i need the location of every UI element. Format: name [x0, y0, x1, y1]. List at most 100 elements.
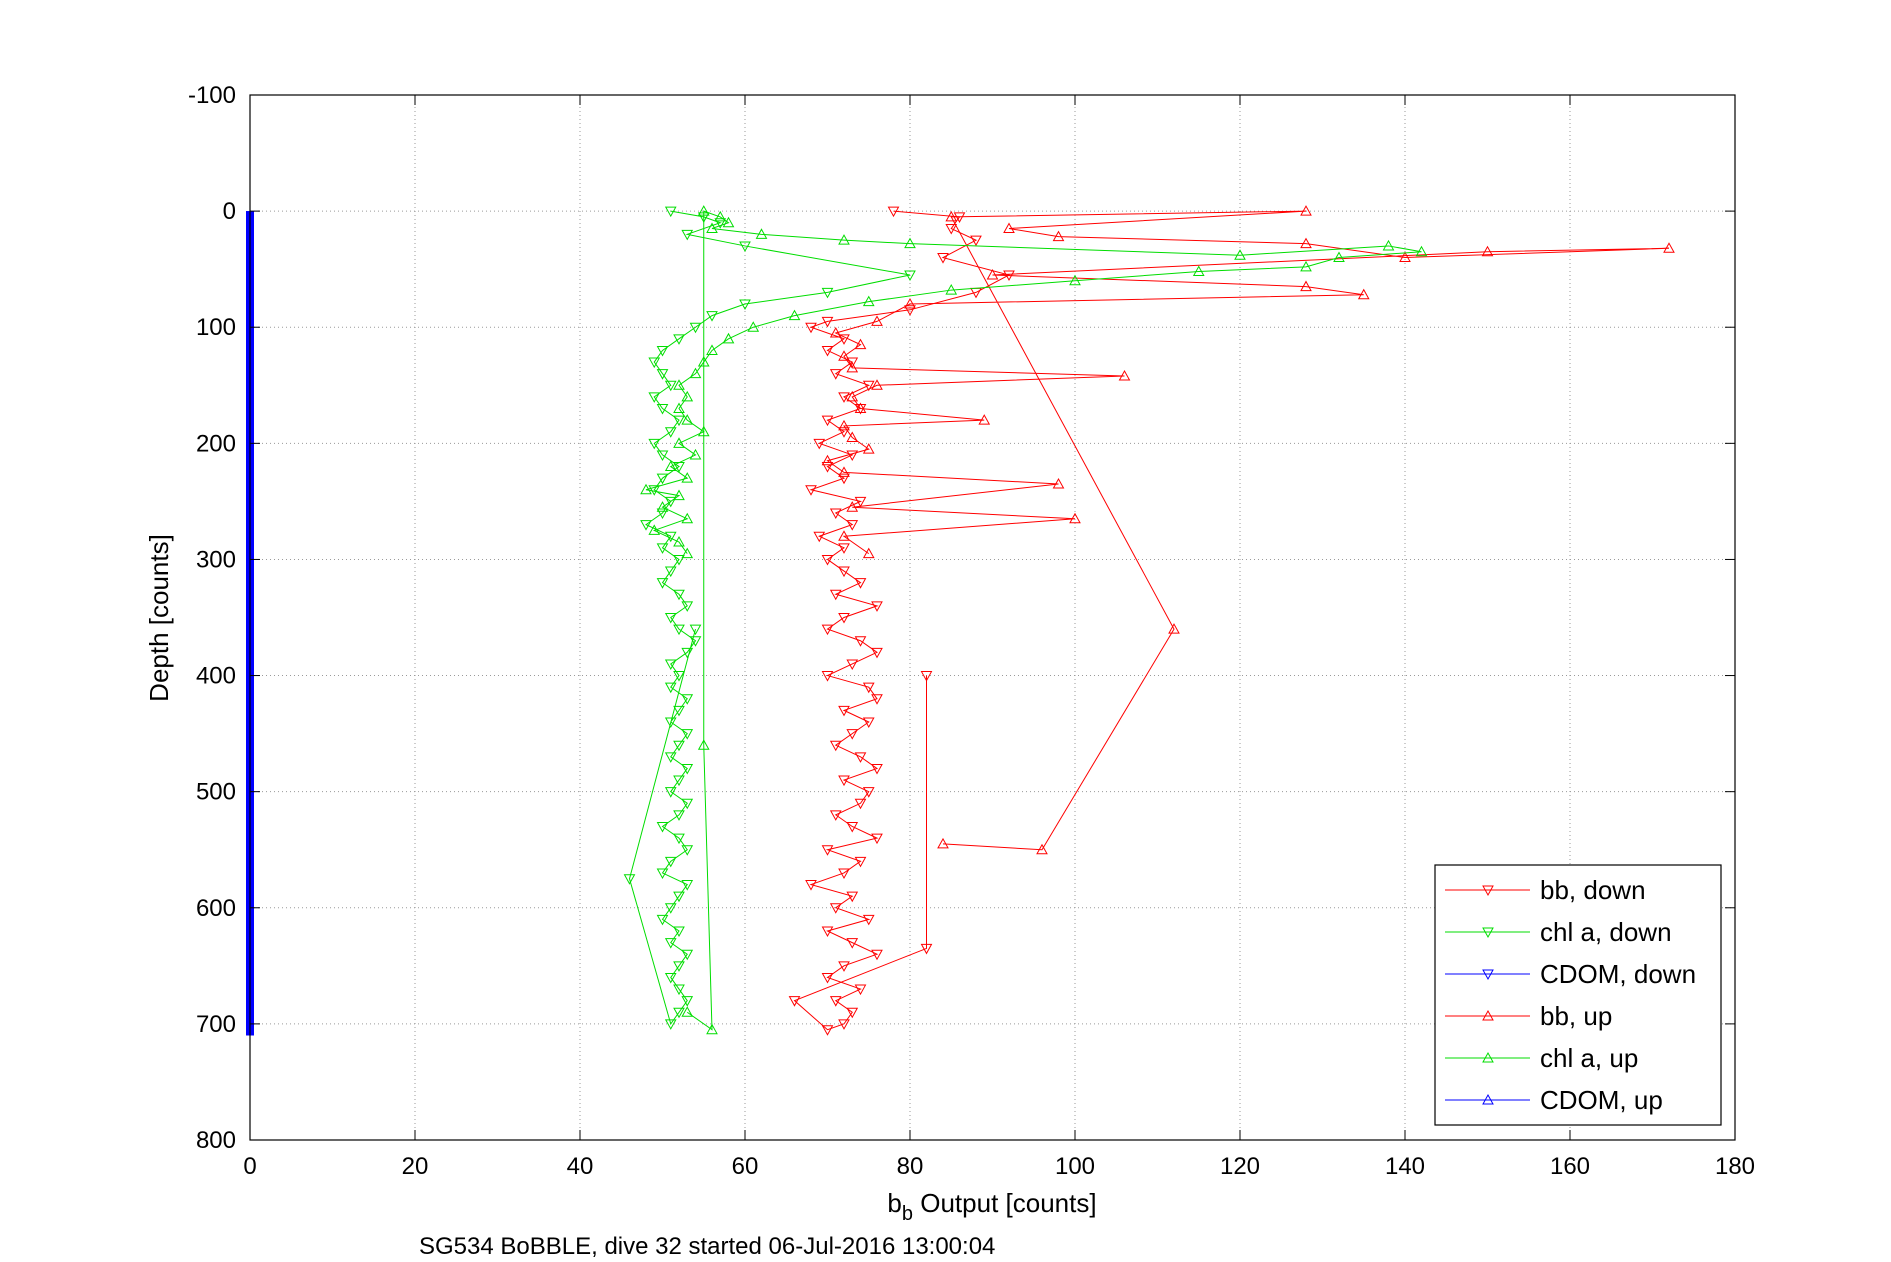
data-point [854, 402, 867, 413]
data-point [681, 547, 694, 559]
data-point [846, 822, 859, 833]
data-point [664, 903, 677, 914]
data-point [656, 345, 669, 357]
data-point [664, 787, 677, 798]
x-tick-label: 60 [732, 1153, 759, 1180]
data-point [838, 234, 850, 245]
legend-marker [1482, 969, 1494, 981]
data-point [706, 222, 718, 234]
data-point [755, 228, 768, 239]
data-point [656, 868, 669, 879]
data-point [689, 624, 702, 636]
data-point [838, 392, 850, 403]
data-point [689, 448, 702, 460]
data-point [854, 856, 867, 868]
data-point [656, 501, 669, 512]
data-point [862, 914, 875, 926]
data-point [978, 414, 991, 425]
data-point [1168, 623, 1180, 634]
data-point [714, 218, 727, 229]
data-point [673, 589, 685, 601]
data-point [623, 874, 636, 885]
data-point [904, 237, 916, 249]
legend-entry: bb, down [1540, 875, 1646, 905]
data-point [821, 316, 834, 328]
legend: bb, down chl a, down CDOM, down bb, up chl a… [1434, 864, 1722, 1126]
data-point [846, 729, 859, 740]
data-point [838, 705, 850, 717]
data-point [664, 496, 677, 508]
data-point [838, 961, 850, 972]
data-point [1481, 245, 1494, 257]
data-point [854, 496, 867, 508]
data-point [656, 473, 669, 485]
data-point [697, 739, 710, 750]
data-point [846, 659, 859, 670]
data-point [854, 338, 867, 350]
data-point [821, 345, 834, 357]
data-point [681, 763, 694, 775]
data-point [862, 717, 875, 729]
y-tick-label: 300 [196, 546, 236, 573]
data-point [673, 891, 685, 903]
data-point [689, 367, 702, 379]
data-point [846, 501, 859, 512]
data-point [904, 297, 916, 309]
data-point [648, 392, 661, 403]
data-point [673, 705, 685, 717]
data-point [673, 671, 685, 682]
data-point [664, 682, 677, 694]
data-point [838, 466, 850, 477]
data-point [1333, 251, 1345, 263]
x-tick-label: 80 [897, 1153, 924, 1180]
data-point [846, 520, 859, 531]
data-point [673, 775, 685, 787]
data-point [656, 404, 669, 415]
data-point [871, 315, 883, 326]
data-point [706, 1023, 718, 1035]
legend-box [1434, 864, 1722, 1126]
data-point [1052, 230, 1065, 242]
data-point [920, 943, 933, 955]
data-point [862, 443, 875, 454]
data-point [681, 694, 694, 705]
data-point [673, 334, 685, 345]
data-point [664, 972, 677, 984]
data-point [656, 508, 669, 520]
legend-marker [1482, 927, 1494, 939]
data-point [1036, 843, 1048, 855]
data-point [739, 241, 751, 252]
data-point [664, 613, 677, 624]
data-point [673, 810, 685, 821]
data-point [854, 636, 867, 647]
data-point [681, 390, 694, 402]
data-point [664, 380, 677, 392]
data-point [664, 206, 677, 218]
data-point [673, 961, 685, 972]
legend-marker [1482, 1093, 1494, 1105]
data-point [821, 287, 834, 299]
data-point [681, 845, 694, 856]
data-point [1300, 205, 1312, 216]
data-point [838, 543, 850, 554]
data-point [846, 450, 859, 461]
data-point [937, 253, 949, 264]
x-tick-label: 180 [1715, 1153, 1755, 1180]
series-line [826, 210, 1670, 851]
data-point [970, 235, 982, 247]
data-point [664, 752, 677, 763]
data-point [829, 740, 842, 752]
data-point [788, 309, 801, 321]
data-point [664, 1019, 677, 1030]
plot-frame [249, 94, 1736, 1141]
data-point [689, 636, 702, 647]
data-point [1052, 477, 1065, 489]
data-point [722, 332, 735, 344]
data-point [904, 305, 916, 316]
data-point [805, 485, 817, 496]
y-tick-label: 800 [196, 1127, 236, 1154]
data-point [821, 1025, 834, 1036]
data-point [838, 530, 850, 541]
data-point [821, 624, 834, 636]
data-point [681, 729, 694, 740]
